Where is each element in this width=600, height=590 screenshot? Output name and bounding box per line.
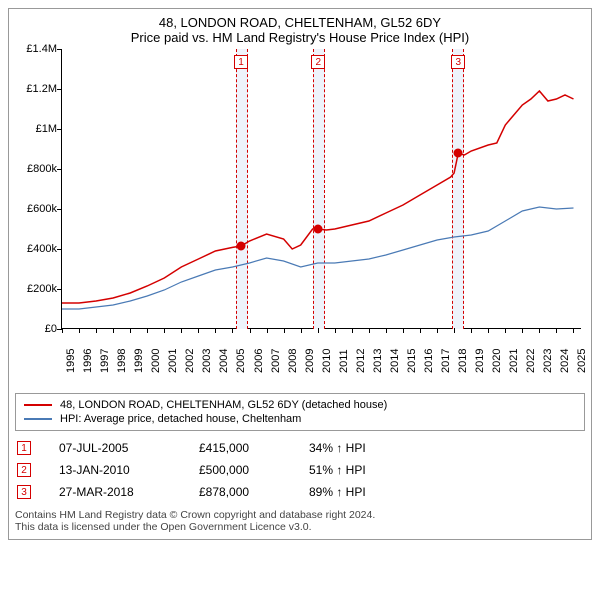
y-tick-label: £1.2M [26,83,57,95]
y-tick-label: £600k [27,203,57,215]
footer-line-1: Contains HM Land Registry data © Crown c… [15,509,585,521]
series-line [62,207,574,309]
x-tick-label: 2020 [491,349,503,373]
x-tick-label: 2025 [576,349,588,373]
x-tick-label: 2005 [235,349,247,373]
x-tick-label: 2003 [201,349,213,373]
x-axis: 1995 1996 1997 1998 1999 2000 2001 2002 2003 2004… [61,333,581,389]
y-axis: £0£200k£400k£600k£800k£1M£1.2M£1.4M [15,49,61,329]
x-tick-label: 1997 [99,349,111,373]
transaction-row: 1 07-JUL-2005£415,00034% ↑ HPI [15,437,585,459]
x-tick-label: 2002 [184,349,196,373]
transaction-point [314,225,323,234]
transaction-marker: 3 [17,485,31,499]
footer: Contains HM Land Registry data © Crown c… [15,509,585,533]
legend-swatch [24,404,52,406]
x-tick-label: 1998 [116,349,128,373]
marker-number-box: 2 [311,55,325,69]
chart-container: 48, LONDON ROAD, CHELTENHAM, GL52 6DY Pr… [8,8,592,540]
x-tick-label: 2010 [321,349,333,373]
title-block: 48, LONDON ROAD, CHELTENHAM, GL52 6DY Pr… [15,15,585,45]
plot-area: £0£200k£400k£600k£800k£1M£1.2M£1.4M 123 … [15,49,585,389]
transaction-price: £500,000 [199,463,309,477]
transaction-price: £415,000 [199,441,309,455]
transaction-date: 27-MAR-2018 [59,485,199,499]
transaction-table: 1 07-JUL-2005£415,00034% ↑ HPI 2 13-JAN-201… [15,437,585,503]
legend-item: HPI: Average price, detached house, Chel… [24,412,576,426]
x-tick-label: 1995 [65,349,77,373]
y-tick-label: £800k [27,163,57,175]
series-line [62,91,574,303]
x-tick-label: 2024 [559,349,571,373]
x-tick-label: 2016 [423,349,435,373]
y-tick-label: £1M [36,123,57,135]
x-tick-label: 2001 [167,349,179,373]
y-tick-label: £200k [27,283,57,295]
x-tick-label: 2000 [150,349,162,373]
marker-number-box: 1 [234,55,248,69]
x-tick-label: 2011 [338,349,350,373]
legend: 48, LONDON ROAD, CHELTENHAM, GL52 6DY (d… [15,393,585,431]
x-tick-label: 2021 [508,349,520,373]
legend-item: 48, LONDON ROAD, CHELTENHAM, GL52 6DY (d… [24,398,576,412]
x-tick-label: 2015 [406,349,418,373]
x-tick-label: 2014 [389,349,401,373]
x-tick-label: 2022 [525,349,537,373]
transaction-point [454,149,463,158]
x-tick-label: 2019 [474,349,486,373]
transaction-date: 13-JAN-2010 [59,463,199,477]
x-tick-label: 2008 [287,349,299,373]
transaction-date: 07-JUL-2005 [59,441,199,455]
chart-lines [62,49,582,329]
marker-number-box: 3 [451,55,465,69]
x-tick-label: 2006 [253,349,265,373]
legend-swatch [24,418,52,420]
footer-line-2: This data is licensed under the Open Gov… [15,521,585,533]
chart-subtitle: Price paid vs. HM Land Registry's House … [15,30,585,45]
transaction-pct: 89% ↑ HPI [309,485,366,499]
legend-label: HPI: Average price, detached house, Chel… [60,413,301,425]
transaction-row: 3 27-MAR-2018£878,00089% ↑ HPI [15,481,585,503]
x-tick-label: 2012 [355,349,367,373]
x-tick-label: 2009 [304,349,316,373]
y-tick-label: £400k [27,243,57,255]
x-tick-label: 2007 [270,349,282,373]
x-tick-label: 2004 [218,349,230,373]
transaction-point [237,242,246,251]
x-tick-label: 2023 [542,349,554,373]
transaction-price: £878,000 [199,485,309,499]
y-tick-label: £1.4M [26,43,57,55]
x-tick-label: 1999 [133,349,145,373]
x-tick-label: 2017 [440,349,452,373]
transaction-marker: 2 [17,463,31,477]
transaction-pct: 34% ↑ HPI [309,441,366,455]
plot: 1 2 3 [61,49,581,329]
y-tick-label: £0 [45,323,57,335]
transaction-row: 2 13-JAN-2010£500,00051% ↑ HPI [15,459,585,481]
x-tick-label: 2018 [457,349,469,373]
legend-label: 48, LONDON ROAD, CHELTENHAM, GL52 6DY (d… [60,399,387,411]
x-tick-label: 1996 [82,349,94,373]
chart-title: 48, LONDON ROAD, CHELTENHAM, GL52 6DY [15,15,585,30]
transaction-marker: 1 [17,441,31,455]
x-tick-label: 2013 [372,349,384,373]
transaction-pct: 51% ↑ HPI [309,463,366,477]
